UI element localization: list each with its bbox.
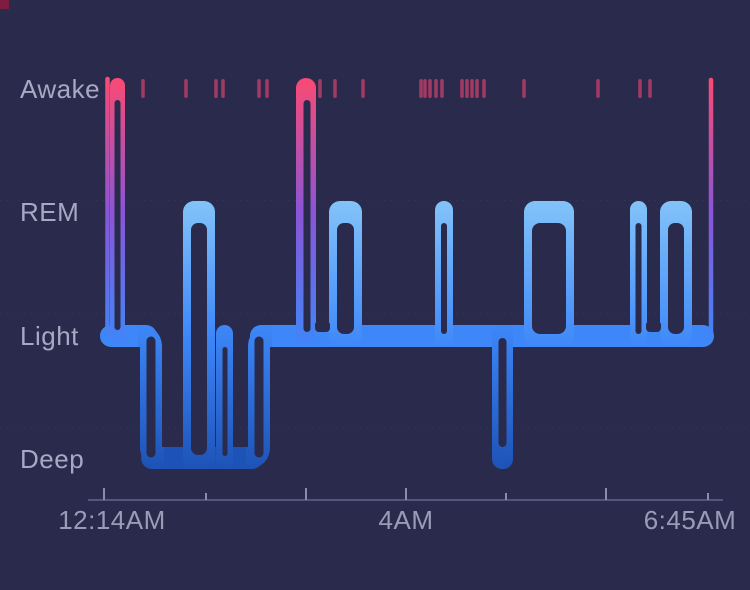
awake-moment-tick bbox=[440, 79, 444, 98]
awake-moment-tick bbox=[434, 79, 438, 98]
time-axis-tick bbox=[103, 488, 105, 500]
stage-arch-hollow bbox=[303, 100, 311, 332]
time-axis-label: 4AM bbox=[379, 505, 434, 535]
stage-label-awake: Awake bbox=[20, 74, 100, 104]
awake-moment-tick bbox=[428, 79, 432, 98]
time-axis-label: 6:45AM bbox=[644, 505, 737, 535]
time-axis-tick bbox=[405, 488, 407, 500]
awake-moment-tick bbox=[596, 79, 600, 98]
awake-moment-tick bbox=[214, 79, 218, 98]
stage-arch-hollow bbox=[441, 223, 447, 334]
stage-arch-hollow bbox=[532, 223, 566, 334]
time-axis-tick bbox=[707, 493, 709, 500]
awake-moment-tick bbox=[638, 79, 642, 98]
time-axis-tick bbox=[505, 493, 507, 500]
stage-label-deep: Deep bbox=[20, 444, 84, 474]
saddle-notch bbox=[315, 321, 330, 332]
stage-arch-hollow bbox=[635, 223, 642, 334]
awake-moment-tick bbox=[184, 79, 188, 98]
saddle-notch bbox=[646, 321, 661, 332]
awake-moment-tick bbox=[648, 79, 652, 98]
awake-moment-tick bbox=[522, 79, 526, 98]
awake-moment-tick bbox=[470, 79, 474, 98]
awake-moment-tick bbox=[361, 79, 365, 98]
stage-arch-hollow bbox=[668, 223, 684, 334]
corner-badge bbox=[0, 0, 9, 9]
awake-moment-tick bbox=[333, 79, 337, 98]
awake-moment-tick bbox=[221, 79, 225, 98]
awake-moment-tick bbox=[265, 79, 269, 98]
time-axis-label: 12:14AM bbox=[58, 505, 166, 535]
awake-moment-tick bbox=[318, 79, 322, 98]
awake-moment-tick bbox=[482, 79, 486, 98]
hypnogram bbox=[100, 76, 714, 469]
awake-moment-tick bbox=[423, 79, 427, 98]
stage-arch-hollow bbox=[222, 347, 228, 456]
sleep-segment-bar bbox=[250, 325, 714, 347]
awake-moment-tick bbox=[257, 79, 261, 98]
time-axis-tick bbox=[605, 488, 607, 500]
stage-label-rem: REM bbox=[20, 197, 79, 227]
time-axis-tick bbox=[205, 493, 207, 500]
time-axis-tick bbox=[305, 488, 307, 500]
stage-label-light: Light bbox=[20, 321, 79, 351]
stage-arch-hollow bbox=[114, 100, 121, 330]
stage-arch-hollow bbox=[191, 223, 207, 455]
awake-moment-tick bbox=[460, 79, 464, 98]
awake-moment-tick bbox=[141, 79, 145, 98]
awake-moment-tick bbox=[419, 79, 423, 98]
stage-arch-hollow bbox=[337, 223, 354, 334]
stage-arch-hollow bbox=[498, 338, 507, 447]
awake-moment-tick bbox=[465, 79, 469, 98]
awake-moment-tick bbox=[475, 79, 479, 98]
